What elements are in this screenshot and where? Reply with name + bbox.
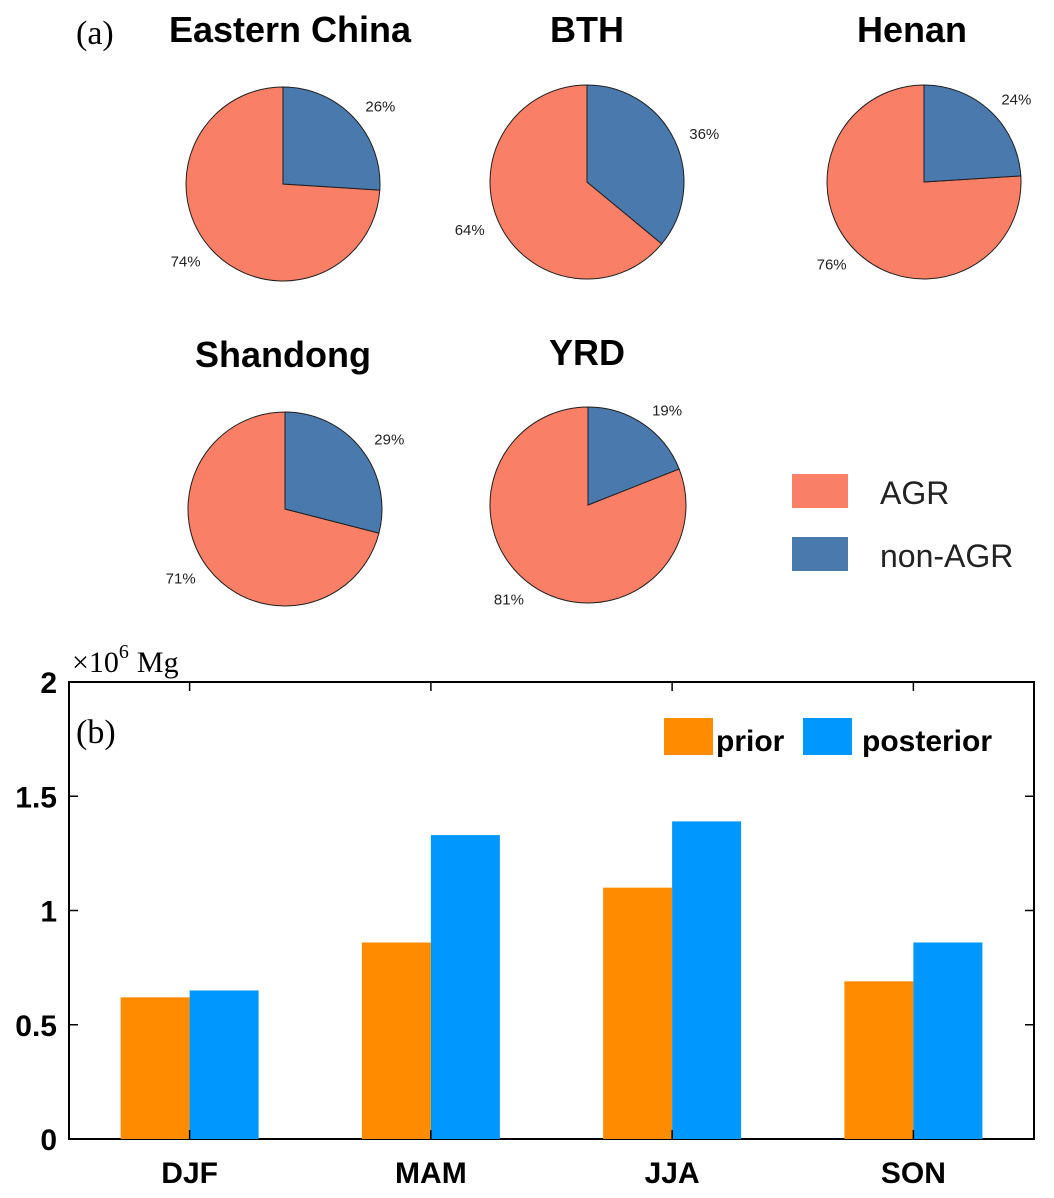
pie-bth: BTH 36% 64%	[455, 9, 719, 280]
bar-chart: 0 0.5 1 1.5 2 DJF MAM JJA SON prior posterior	[15, 667, 1034, 1190]
bar-prior-djf	[120, 997, 190, 1139]
pie-label-non-agr: 19%	[652, 403, 682, 420]
y-tick-label: 1	[40, 896, 57, 929]
pie-henan: Henan 24% 76%	[817, 9, 1031, 280]
pie-slice-non-agr	[587, 406, 680, 506]
axis-exponent-label: ×106 Mg	[72, 641, 179, 679]
pie-label-non-agr: 29%	[374, 432, 404, 449]
pie-title-yrd: YRD	[549, 332, 625, 373]
y-tick-label: 1.5	[15, 781, 57, 814]
bar-prior-jja	[603, 887, 673, 1139]
pie-title-bth: BTH	[550, 9, 624, 50]
pie-eastern-china: Eastern China 26% 74%	[169, 9, 412, 282]
legend-label-non-agr: non-AGR	[880, 538, 1013, 574]
pie-slice-agr	[489, 84, 663, 280]
pie-label-non-agr: 36%	[689, 126, 719, 143]
bar-posterior-jja	[672, 821, 742, 1139]
bar-prior-mam	[361, 942, 431, 1139]
pie-label-agr: 81%	[494, 591, 524, 608]
pie-charts: Eastern China 26% 74% BTH 36% 64% Henan 24% 76% S…	[166, 9, 1032, 608]
legend-swatch-non-agr	[792, 537, 848, 571]
pie-title-henan: Henan	[857, 9, 967, 50]
panel-a: (a) Eastern China 26% 74% BTH 36% 64% Henan 24%…	[76, 9, 1031, 608]
pie-slice-non-agr	[923, 84, 1022, 183]
y-tick-label: 2	[40, 667, 57, 700]
legend-swatch-prior	[664, 718, 713, 755]
pie-slice-non-agr	[282, 86, 381, 191]
pie-label-agr: 64%	[455, 222, 485, 239]
panel-b-label: (b)	[76, 714, 116, 751]
legend-label-agr: AGR	[880, 475, 949, 511]
legend-label-prior: prior	[716, 725, 785, 758]
pie-label-non-agr: 24%	[1001, 92, 1031, 109]
pie-title-shandong: Shandong	[195, 334, 371, 375]
legend-swatch-agr	[792, 474, 848, 508]
bar-prior-son	[844, 981, 914, 1139]
pie-label-agr: 74%	[171, 253, 201, 270]
x-tick-label-son: SON	[881, 1157, 946, 1190]
panel-b: ×106 Mg (b) 0 0.5 1 1.5 2 DJF MAM JJA SON prior pos…	[15, 641, 1035, 1190]
bar-posterior-mam	[430, 835, 500, 1139]
panel-a-label: (a)	[76, 15, 114, 52]
pie-label-non-agr: 26%	[365, 99, 395, 116]
pie-yrd: YRD 19% 81%	[489, 332, 687, 608]
pie-slice-non-agr	[284, 411, 383, 534]
x-tick-label-jja: JJA	[645, 1157, 700, 1190]
bar-posterior-son	[913, 942, 983, 1139]
bar-posterior-djf	[189, 990, 259, 1139]
pie-slice-non-agr	[586, 84, 685, 245]
pie-slice-agr	[187, 411, 380, 607]
y-tick-label: 0	[40, 1124, 57, 1157]
x-tick-label-djf: DJF	[161, 1157, 218, 1190]
legend-swatch-posterior	[803, 718, 852, 755]
pie-legend: AGR non-AGR	[792, 474, 1013, 574]
pie-label-agr: 76%	[817, 256, 847, 273]
pie-label-agr: 71%	[166, 570, 196, 587]
y-tick-label: 0.5	[15, 1010, 57, 1043]
pie-slice-agr	[826, 84, 1022, 280]
pie-shandong: Shandong 29% 71%	[166, 334, 404, 607]
legend-label-posterior: posterior	[862, 725, 992, 758]
pie-title-eastern-china: Eastern China	[169, 9, 412, 50]
x-tick-label-mam: MAM	[395, 1157, 467, 1190]
